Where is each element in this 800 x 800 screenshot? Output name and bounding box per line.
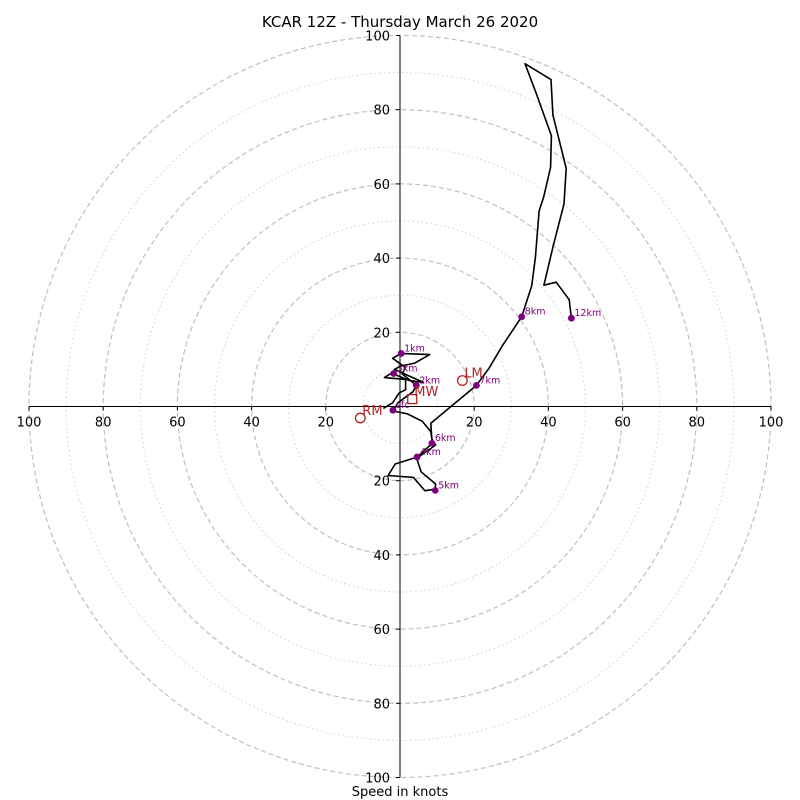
height-marker-8km [518,313,526,321]
y-tick-label: 20 [373,326,390,341]
storm-label-rm: RM [362,404,382,419]
y-tick-label: 60 [373,178,390,193]
x-tick-label: 40 [540,416,557,431]
axes [29,35,771,778]
x-tick-label: 20 [318,416,335,431]
storm-label-lm: LM [464,367,482,382]
x-tick-label: 100 [17,416,42,431]
height-marker-3km [390,370,398,377]
y-tick-label: 100 [365,30,390,45]
tick-labels: 100 100 80 80 60 60 40 40 20 20 20 20 40 40 60 60 80 80 10… [17,30,784,787]
x-tick-label: 40 [243,416,260,431]
x-tick-label: 80 [95,416,112,431]
height-label-sfc: sfc [396,400,410,411]
y-tick-label: 100 [365,772,390,787]
x-axis-label: Speed in knots [352,785,449,800]
height-marker-6km [428,439,436,447]
height-marker-1km [397,350,405,357]
height-marker-12km [568,314,575,322]
x-tick-label: 100 [759,416,784,431]
height-label-3km: 3km [397,363,418,374]
height-label-8km: 8km [525,307,546,318]
height-label-1km: 1km [404,343,425,354]
chart-title: KCAR 12Z - Thursday March 26 2020 [262,13,538,31]
storm-motion-markers: LM MW RM [354,367,483,424]
y-tick-label: 80 [373,697,390,712]
storm-marker-lm [456,375,468,386]
storm-marker-mw [407,393,418,405]
y-tick-label: 80 [373,104,390,119]
height-marker-7km [473,381,480,389]
height-label-5km: 5km [438,480,459,491]
height-marker-5km [431,486,439,494]
height-marker-2km [412,381,420,389]
x-tick-label: 20 [466,416,483,431]
height-label-4km: 4km [420,447,441,458]
height-label-6km: 6km [435,433,456,444]
y-tick-label: 40 [373,549,390,564]
height-label-2km: 2km [419,375,440,386]
y-tick-label: 40 [373,252,390,267]
height-label-7km: 7km [479,375,500,386]
height-marker-4km [413,453,421,461]
height-marker-sfc [389,406,397,414]
storm-label-mw: MW [414,385,438,400]
x-tick-label: 60 [614,416,631,431]
x-tick-label: 80 [689,416,706,431]
x-tick-label: 60 [169,416,186,431]
y-tick-label: 60 [373,623,390,638]
height-label-12km: 12km [574,308,601,319]
storm-marker-rm [354,412,366,424]
y-tick-label: 20 [373,475,390,490]
